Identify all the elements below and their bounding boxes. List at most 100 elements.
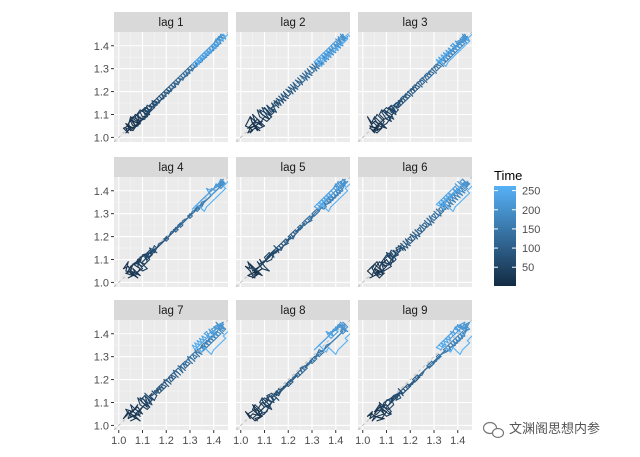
legend-tick-label: 250 xyxy=(522,186,540,198)
facet-strip xyxy=(358,300,472,320)
lag-segment xyxy=(198,337,205,342)
lag-segment xyxy=(383,399,388,408)
lag-segment xyxy=(407,238,414,242)
lag-segment xyxy=(278,388,282,394)
lag-segment xyxy=(122,125,129,129)
lag-segment xyxy=(397,245,404,249)
lag-segment xyxy=(383,263,392,267)
lag-segment xyxy=(182,74,189,79)
lag-segment xyxy=(369,413,378,420)
lag-segment xyxy=(304,362,308,369)
lag-segment xyxy=(149,392,153,399)
lag-segment xyxy=(137,256,141,265)
lag-segment xyxy=(339,185,344,192)
lag-segment xyxy=(320,61,325,67)
lag-segment xyxy=(335,324,339,330)
lag-segment xyxy=(208,47,212,54)
lag-segment xyxy=(144,258,151,265)
lag-segment xyxy=(369,411,373,420)
y-tick-label: 1.0 xyxy=(94,277,109,289)
lag-segment xyxy=(179,367,184,374)
lag-segment xyxy=(215,324,220,330)
lag-segment xyxy=(339,38,346,42)
lag-segment xyxy=(423,74,428,81)
lag-segment xyxy=(275,97,282,102)
lag-segment xyxy=(134,109,141,118)
lag-segment xyxy=(144,104,148,111)
lag-segment xyxy=(416,374,423,378)
lag-segment xyxy=(328,333,334,337)
lag-segment xyxy=(452,206,456,212)
lag-segment xyxy=(201,335,208,339)
y-tick-label: 1.3 xyxy=(94,352,109,364)
facet-strip-label: lag 7 xyxy=(159,305,184,317)
lag-segment xyxy=(381,401,385,408)
lag-segment xyxy=(388,116,395,120)
lag-segment xyxy=(445,49,452,54)
lag-segment xyxy=(244,116,251,127)
lag-segment xyxy=(213,326,217,333)
lag-segment xyxy=(454,340,461,344)
lag-segment xyxy=(158,97,165,102)
facet-panel-lag-5: lag 5 xyxy=(236,157,350,287)
lag-segment xyxy=(316,349,320,355)
lag-segment xyxy=(393,249,397,256)
lag-segment xyxy=(263,256,268,263)
y-tick-label: 1.2 xyxy=(94,375,109,387)
lag-segment xyxy=(431,360,437,365)
lag-segment xyxy=(149,397,155,401)
lag-segment xyxy=(271,104,277,109)
lag-segment xyxy=(435,346,442,351)
lag-segment xyxy=(388,249,392,256)
lag-segment xyxy=(249,270,254,277)
lag-segment xyxy=(388,104,395,109)
lag-segment xyxy=(385,107,390,116)
lag-segment xyxy=(457,337,464,342)
lag-segment xyxy=(263,397,268,406)
lag-segment xyxy=(445,61,449,67)
lag-segment xyxy=(156,242,160,249)
facet-strip xyxy=(358,157,472,177)
lag-segment xyxy=(217,36,224,40)
lag-segment xyxy=(381,261,385,267)
lag-segment xyxy=(376,113,385,122)
lag-series xyxy=(366,321,472,422)
lag-segment xyxy=(127,116,134,125)
lag-segment xyxy=(332,42,337,49)
lag-segment xyxy=(440,344,445,351)
lag-segment xyxy=(146,401,153,406)
y-tick-label: 1.4 xyxy=(94,41,109,53)
lag-segment xyxy=(259,401,266,408)
lag-segment xyxy=(323,197,327,203)
lag-segment xyxy=(385,118,392,122)
x-tick-label: 1.4 xyxy=(328,435,343,447)
lag-segment xyxy=(395,102,399,109)
lag-segment xyxy=(206,49,210,56)
facet-strip-label: lag 2 xyxy=(281,17,306,29)
y-tick-label: 1.1 xyxy=(94,110,109,122)
legend-tick-label: 200 xyxy=(522,205,540,217)
reference-line xyxy=(358,320,472,430)
lag-segment xyxy=(290,88,294,95)
x-tick-label: 1.1 xyxy=(379,435,394,447)
lag-segment xyxy=(335,192,342,196)
lag-segment xyxy=(457,181,464,187)
lag-segment xyxy=(369,127,378,134)
y-tick-label: 1.4 xyxy=(94,186,109,198)
lag-segment xyxy=(137,263,144,267)
lag-segment xyxy=(371,415,376,422)
lag-segment xyxy=(366,116,373,127)
lag-segment xyxy=(259,116,268,122)
lag-segment xyxy=(447,47,454,51)
x-tick-label: 1.2 xyxy=(281,435,296,447)
lag-segment xyxy=(299,367,304,374)
lag-segment xyxy=(144,111,151,116)
lag-segment xyxy=(156,388,160,394)
lag-segment xyxy=(454,324,459,330)
facet-panel-lag-9: lag 9 1.0 1.1 1.2 1.3 1.4 xyxy=(355,300,472,447)
lag-series xyxy=(122,321,228,422)
y-tick-label: 1.1 xyxy=(94,255,109,267)
lag-segment xyxy=(225,33,228,38)
x-tick-label: 1.0 xyxy=(233,435,248,447)
lag-segment xyxy=(337,324,344,328)
